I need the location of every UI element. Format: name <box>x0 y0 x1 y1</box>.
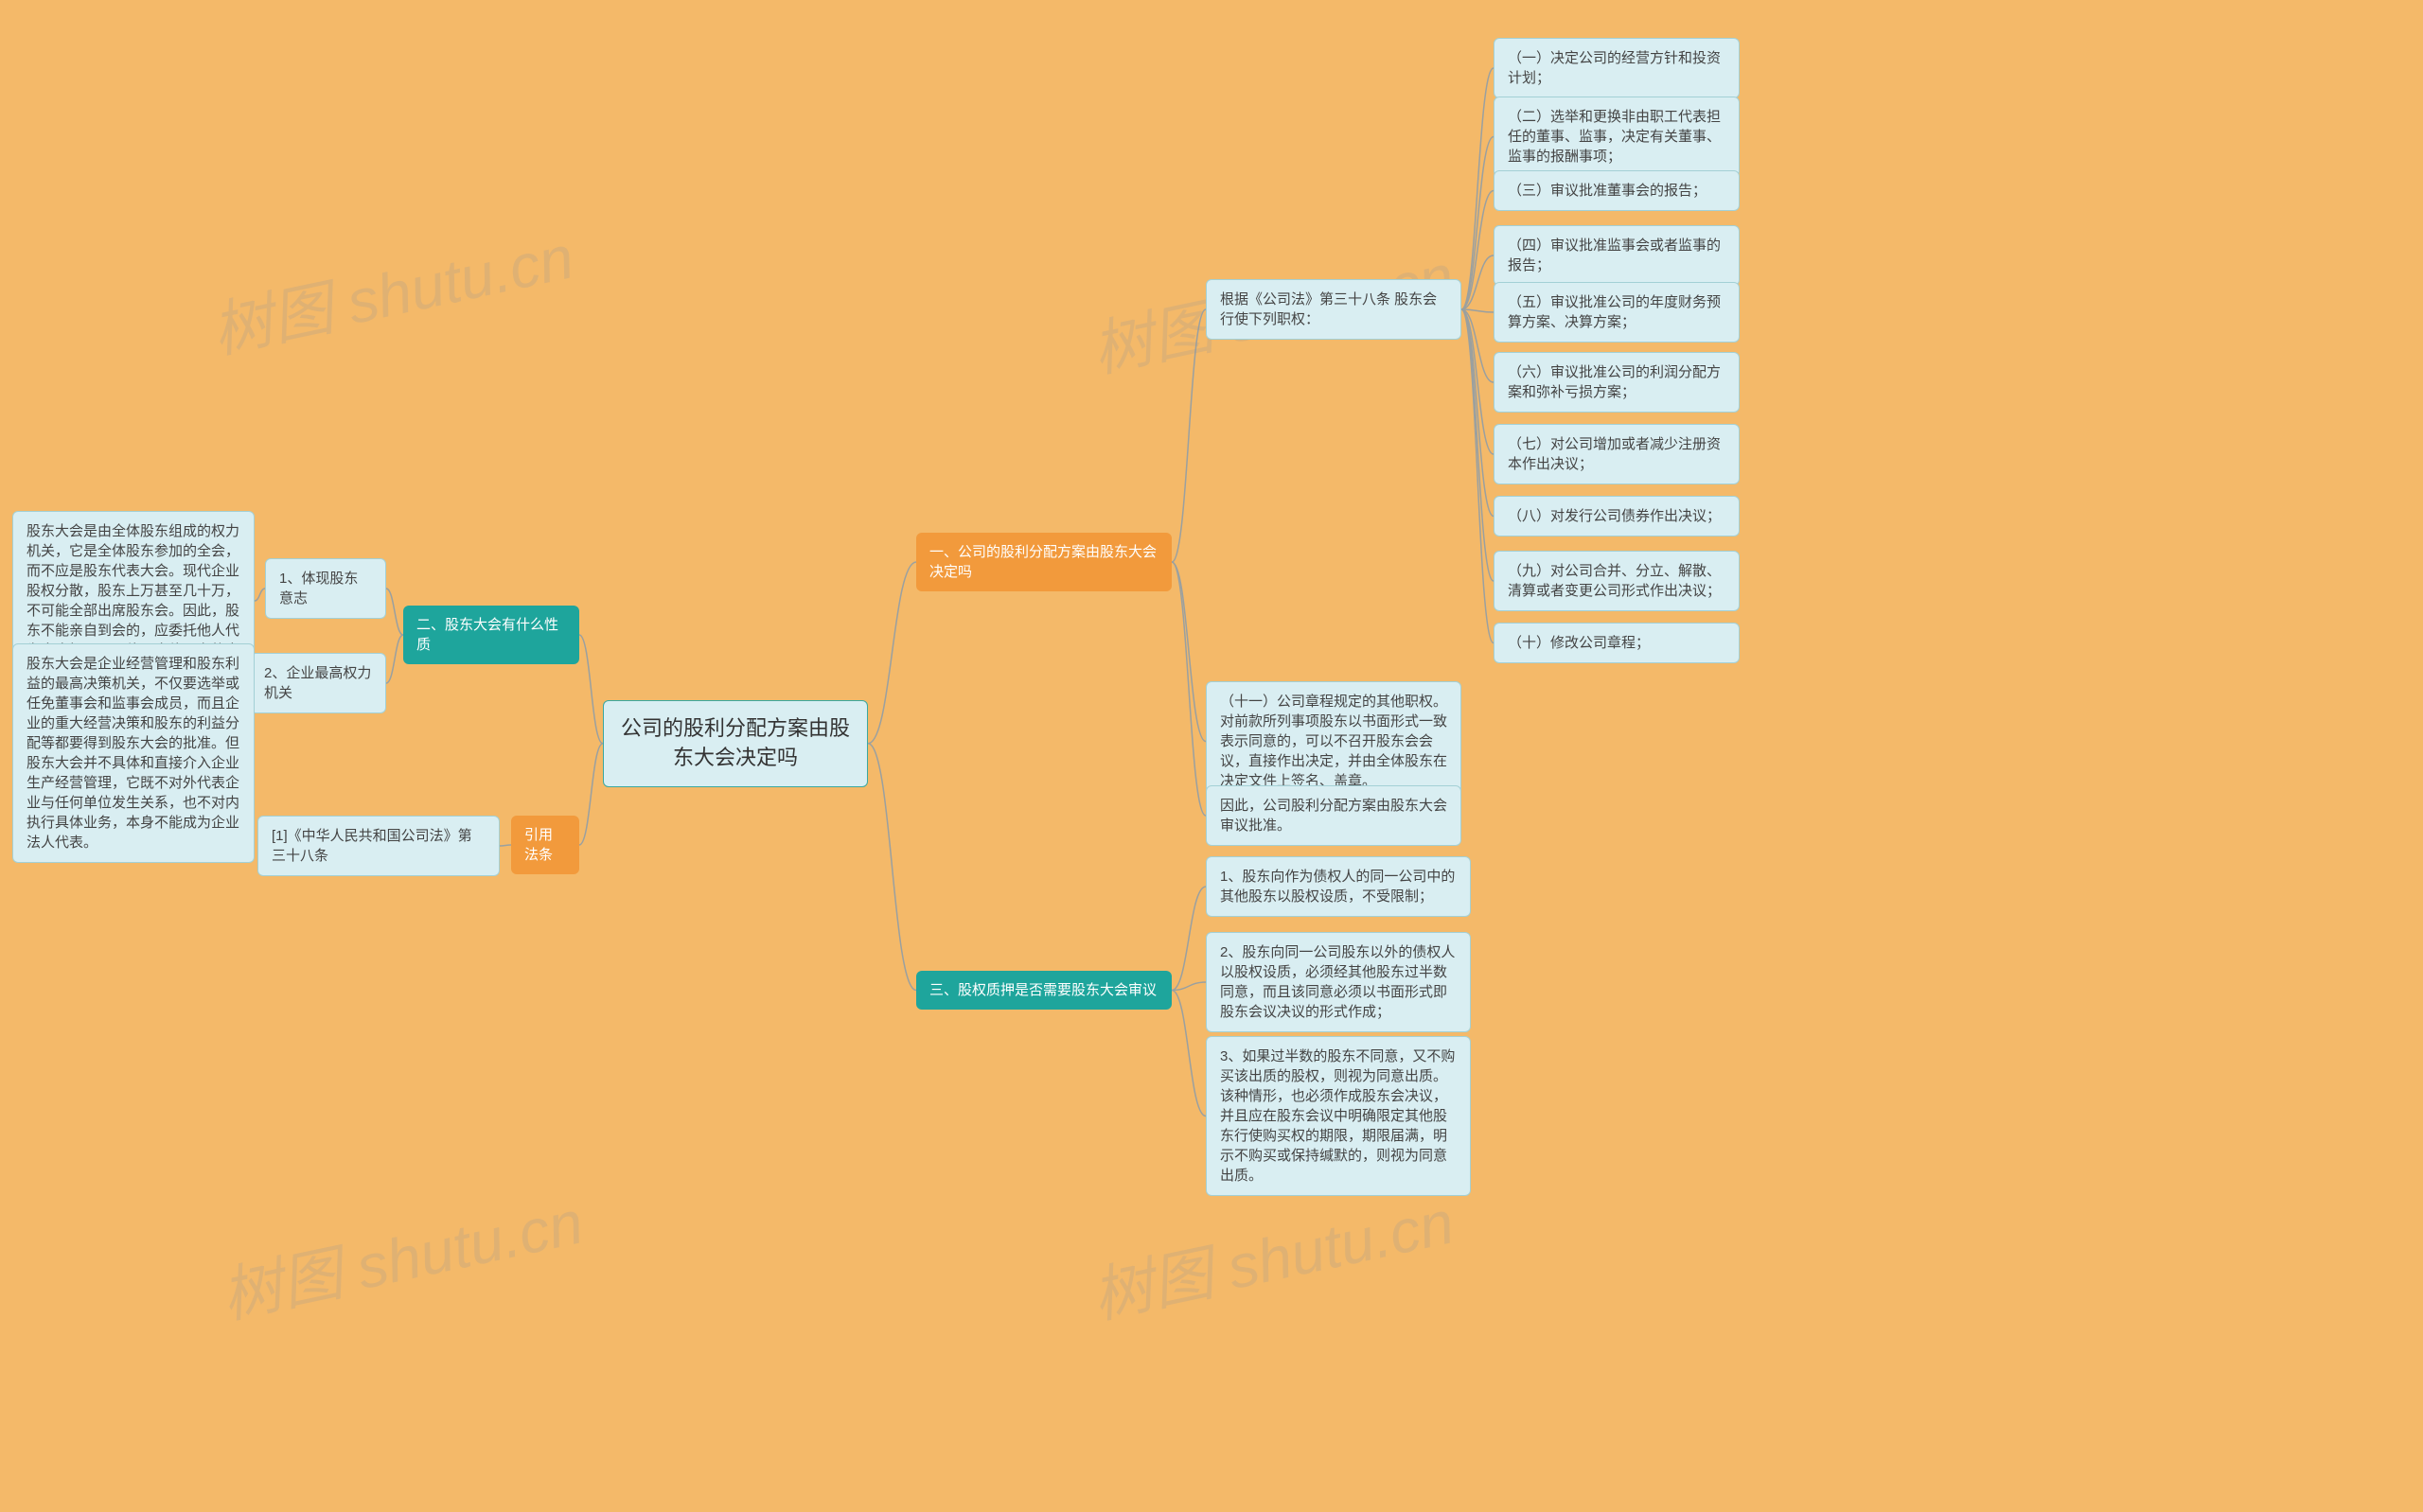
branch-1-conclusion: 因此，公司股利分配方案由股东大会审议批准。 <box>1206 785 1461 846</box>
branch-1-item-9: （九）对公司合并、分立、解散、清算或者变更公司形式作出决议； <box>1494 551 1740 611</box>
branch-1-item-10: （十）修改公司章程； <box>1494 623 1740 663</box>
branch-1-item-1: （一）决定公司的经营方针和投资计划； <box>1494 38 1740 98</box>
branch-1-sub1: 根据《公司法》第三十八条 股东会行使下列职权： <box>1206 279 1461 340</box>
root-line2: 东大会决定吗 <box>621 744 850 773</box>
branch-2-sub1-label: 1、体现股东意志 <box>265 558 386 619</box>
branch-1-title: 一、公司的股利分配方案由股东大会决定吗 <box>916 533 1172 591</box>
branch-1-item-7: （七）对公司增加或者减少注册资本作出决议； <box>1494 424 1740 484</box>
branch-2-sub2-label: 2、企业最高权力机关 <box>250 653 386 713</box>
branch-1-item-4: （四）审议批准监事会或者监事的报告； <box>1494 225 1740 286</box>
branch-4-title: 引用法条 <box>511 816 579 874</box>
branch-1-item-3: （三）审议批准董事会的报告； <box>1494 170 1740 211</box>
branch-4-item: [1]《中华人民共和国公司法》第三十八条 <box>257 816 500 876</box>
mindmap-root: 公司的股利分配方案由股 东大会决定吗 <box>603 700 868 787</box>
branch-1-item-11: （十一）公司章程规定的其他职权。对前款所列事项股东以书面形式一致表示同意的，可以… <box>1206 681 1461 801</box>
branch-2-title: 二、股东大会有什么性质 <box>403 606 579 664</box>
branch-3-title: 三、股权质押是否需要股东大会审议 <box>916 971 1172 1010</box>
branch-1-item-2: （二）选举和更换非由职工代表担任的董事、监事，决定有关董事、监事的报酬事项； <box>1494 97 1740 177</box>
watermark: 树图 shutu.cn <box>1084 1174 1460 1336</box>
branch-2-sub2-text: 股东大会是企业经营管理和股东利益的最高决策机关，不仅要选举或任免董事会和监事会成… <box>12 643 255 863</box>
watermark: 树图 shutu.cn <box>203 209 580 371</box>
branch-3-item-3: 3、如果过半数的股东不同意，又不购买该出质的股权，则视为同意出质。该种情形，也必… <box>1206 1036 1471 1196</box>
branch-3-item-1: 1、股东向作为债权人的同一公司中的其他股东以股权设质，不受限制； <box>1206 856 1471 917</box>
branch-3-item-2: 2、股东向同一公司股东以外的债权人以股权设质，必须经其他股东过半数同意，而且该同… <box>1206 932 1471 1032</box>
branch-1-item-6: （六）审议批准公司的利润分配方案和弥补亏损方案； <box>1494 352 1740 413</box>
watermark: 树图 shutu.cn <box>213 1174 590 1336</box>
branch-1-item-8: （八）对发行公司债券作出决议； <box>1494 496 1740 536</box>
root-line1: 公司的股利分配方案由股 <box>621 714 850 744</box>
branch-1-item-5: （五）审议批准公司的年度财务预算方案、决算方案； <box>1494 282 1740 343</box>
